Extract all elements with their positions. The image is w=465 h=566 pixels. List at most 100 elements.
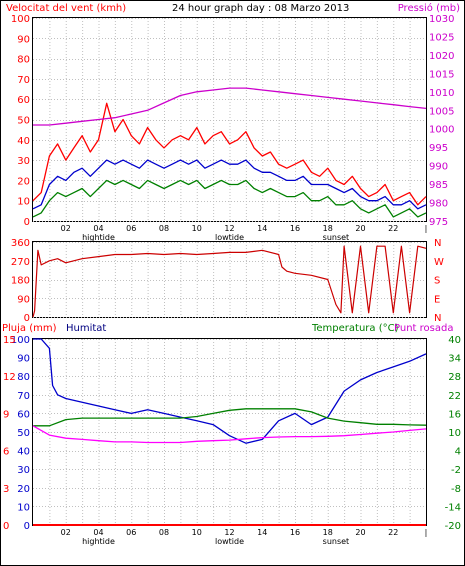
hour-tick-label: 12 xyxy=(224,224,234,233)
wind-tick-label: 80 xyxy=(17,55,30,66)
hightide-marker: hightide xyxy=(82,233,115,242)
sunset-marker-bottom: sunset xyxy=(323,537,350,546)
hour-tick-label-bottom: 16 xyxy=(290,528,300,537)
pressure-tick-label: 1005 xyxy=(429,106,454,117)
pressure-tick-label: 985 xyxy=(429,180,448,191)
temperature-tick-label: 22 xyxy=(448,391,461,402)
wind-min-line xyxy=(32,179,427,218)
hour-tick-label-bottom: 04 xyxy=(93,528,103,537)
rain-tick-label: 3 xyxy=(3,484,9,495)
humidity-tick-label: 0 xyxy=(24,521,30,532)
humidity-tick-label: 100 xyxy=(11,335,30,346)
direction-tick-label: 180 xyxy=(11,276,30,287)
humidity-line xyxy=(33,338,427,444)
wind-tick-label: 70 xyxy=(17,75,30,86)
wind-tick-label: 100 xyxy=(11,14,30,25)
hour-tick-label-bottom: | xyxy=(425,528,428,537)
rain-axis-title: Pluja (mm) xyxy=(2,323,57,334)
dewpoint-axis-title: Punt rosada xyxy=(394,323,453,334)
rain-tick-label: 15 xyxy=(3,335,16,346)
pressure-line xyxy=(33,87,427,126)
series-layer xyxy=(32,87,427,526)
pressure-tick-label: 1025 xyxy=(429,32,454,43)
pressure-tick-label: 1030 xyxy=(429,14,454,25)
temperature-tick-label: 4 xyxy=(455,447,461,458)
temperature-tick-label: -14 xyxy=(445,502,461,513)
pressure-axis-title: Pressió (mb) xyxy=(398,2,460,14)
temperature-tick-label: 10 xyxy=(448,428,461,439)
compass-label: N xyxy=(434,238,441,249)
hour-tick-label: 18 xyxy=(323,224,333,233)
wind-avg-line xyxy=(32,159,427,210)
pressure-tick-label: 975 xyxy=(429,217,448,228)
rain-tick-label: 9 xyxy=(3,409,9,420)
temperature-tick-label: -20 xyxy=(445,521,461,532)
humidity-tick-label: 60 xyxy=(17,409,30,420)
wind-direction-line xyxy=(32,245,427,318)
hour-tick-label-bottom: 22 xyxy=(388,528,398,537)
hour-tick-label: 10 xyxy=(192,224,202,233)
direction-tick-label: 0 xyxy=(24,313,30,324)
humidity-tick-label: 20 xyxy=(17,484,30,495)
lowtide-marker: lowtide xyxy=(215,233,244,242)
pressure-tick-label: 990 xyxy=(429,162,448,173)
hour-tick-label-bottom: 12 xyxy=(224,528,234,537)
temperature-axis-title: Temperatura (°C) xyxy=(311,323,399,334)
temperature-tick-label: -2 xyxy=(451,465,461,476)
rain-tick-label: 0 xyxy=(3,521,9,532)
hour-tick-label: 08 xyxy=(159,224,169,233)
hour-tick-label-bottom: 20 xyxy=(355,528,365,537)
chart-title: 24 hour graph day : 08 Marzo 2013 xyxy=(172,3,349,14)
wind-tick-label: 60 xyxy=(17,95,30,106)
rain-tick-label: 6 xyxy=(3,447,9,458)
hour-tick-label-bottom: 06 xyxy=(126,528,136,537)
direction-tick-label: 90 xyxy=(17,294,30,305)
hour-tick-label-bottom: 02 xyxy=(61,528,71,537)
rain-tick-label: 12 xyxy=(3,372,16,383)
gust-line xyxy=(32,102,427,206)
hour-tick-label: 16 xyxy=(290,224,300,233)
temperature-tick-label: 28 xyxy=(448,372,461,383)
pressure-tick-label: 1000 xyxy=(429,125,454,136)
compass-label: W xyxy=(434,257,444,268)
direction-tick-label: 270 xyxy=(11,257,30,268)
humidity-tick-label: 50 xyxy=(17,428,30,439)
hour-tick-label: | xyxy=(425,224,428,233)
lowtide-marker-bottom: lowtide xyxy=(215,537,244,546)
hour-tick-label-bottom: 10 xyxy=(192,528,202,537)
temperature-tick-label: 40 xyxy=(448,335,461,346)
pressure-tick-label: 1020 xyxy=(429,51,454,62)
hour-tick-label-bottom: 14 xyxy=(257,528,267,537)
hour-tick-label: 14 xyxy=(257,224,267,233)
humidity-tick-label: 10 xyxy=(17,502,30,513)
compass-label: N xyxy=(434,313,441,324)
hour-tick-label-bottom: 18 xyxy=(323,528,333,537)
hour-tick-label: 22 xyxy=(388,224,398,233)
sunset-marker: sunset xyxy=(323,233,350,242)
humidity-axis-title: Humitat xyxy=(66,323,106,334)
compass-label: S xyxy=(434,276,440,287)
hour-tick-label: 20 xyxy=(355,224,365,233)
pressure-tick-label: 1015 xyxy=(429,69,454,80)
temperature-tick-label: 34 xyxy=(448,354,461,365)
humidity-tick-label: 30 xyxy=(17,465,30,476)
wind-tick-label: 90 xyxy=(17,34,30,45)
humidity-tick-label: 40 xyxy=(17,447,30,458)
temperature-tick-label: -8 xyxy=(451,484,461,495)
hour-tick-label-bottom: 08 xyxy=(159,528,169,537)
pressure-tick-label: 980 xyxy=(429,199,448,210)
pressure-tick-label: 995 xyxy=(429,143,448,154)
wind-speed-axis-title: Velocitat del vent (kmh) xyxy=(6,3,126,14)
humidity-tick-label: 80 xyxy=(17,372,30,383)
hour-tick-label: 06 xyxy=(126,224,136,233)
wind-tick-label: 10 xyxy=(17,197,30,208)
direction-panel xyxy=(32,241,427,318)
dewpoint-line xyxy=(32,425,427,444)
pressure-tick-label: 1010 xyxy=(429,88,454,99)
compass-label: E xyxy=(434,294,440,305)
temperature-line xyxy=(33,408,427,427)
hightide-marker-bottom: hightide xyxy=(82,537,115,546)
wind-tick-label: 30 xyxy=(17,156,30,167)
